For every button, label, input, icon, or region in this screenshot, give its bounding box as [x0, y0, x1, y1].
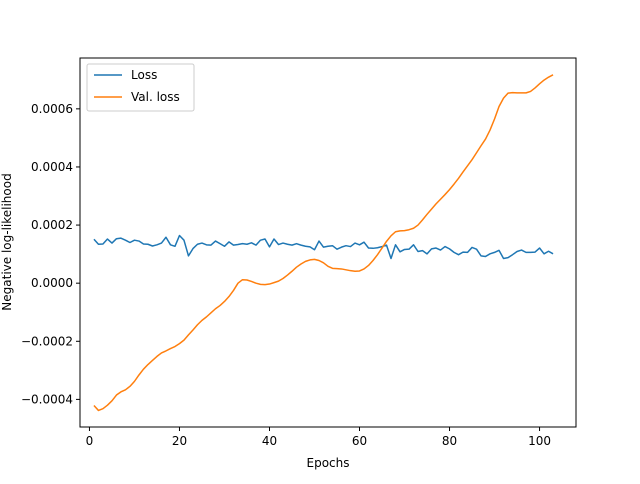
y-tick-label-2: 0.0000 [31, 276, 73, 290]
plot-frame [79, 57, 577, 428]
series-layer [93, 74, 554, 412]
series-line-loss [93, 234, 554, 260]
x-tick-label-0: 0 [86, 434, 94, 448]
y-tick-label-0: −0.0004 [21, 392, 73, 406]
plot-area [80, 58, 576, 427]
y-axis-label: Negative log-likelihood [0, 173, 14, 310]
legend: Loss Val. loss [86, 63, 195, 112]
y-tick-label-4: 0.0004 [31, 160, 73, 174]
y-tick-label-5: 0.0006 [31, 102, 73, 116]
series-line-val-loss [93, 74, 554, 412]
x-tick-label-80: 80 [442, 434, 457, 448]
y-tick-label-1: −0.0002 [21, 334, 73, 348]
x-axis-ticks: 0 20 40 60 80 100 [86, 427, 551, 448]
legend-label-loss: Loss [131, 68, 157, 82]
y-tick-label-3: 0.0002 [31, 218, 73, 232]
legend-label-val-loss: Val. loss [131, 90, 180, 104]
x-tick-label-60: 60 [352, 434, 367, 448]
x-tick-label-100: 100 [528, 434, 551, 448]
y-axis-ticks: −0.0004 −0.0002 0.0000 0.0002 0.0004 0.0006 [21, 102, 80, 406]
x-tick-label-40: 40 [262, 434, 277, 448]
x-tick-label-20: 20 [172, 434, 187, 448]
x-axis-label: Epochs [307, 456, 350, 470]
